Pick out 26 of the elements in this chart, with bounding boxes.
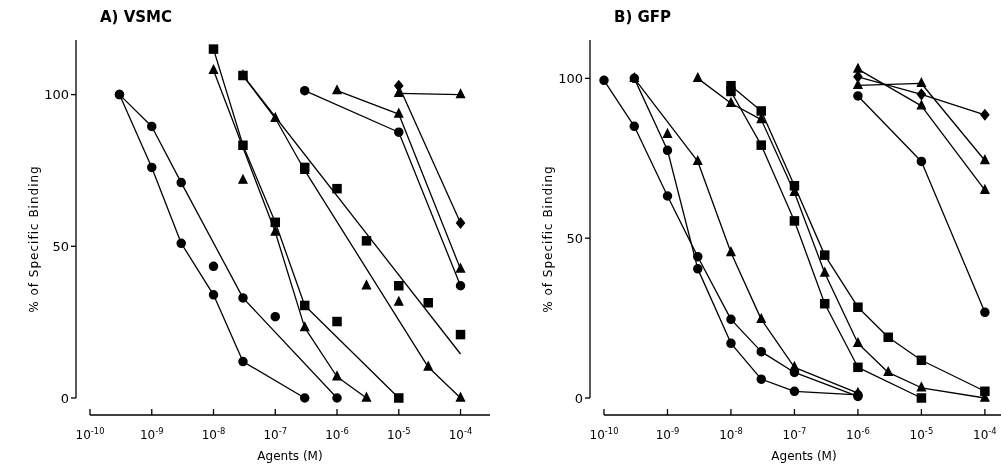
y-tick-label: 0 <box>60 390 69 406</box>
x-tick-label: 10$^{-7}$ <box>263 426 288 442</box>
x-tick-label: 10$^{-4}$ <box>973 426 997 442</box>
y-tick-label: 100 <box>558 70 583 86</box>
x-tick-label: 10$^{-6}$ <box>846 426 870 442</box>
x-tick-label: 10$^{-10}$ <box>589 426 619 442</box>
chart-title: B) GFP <box>614 8 672 26</box>
x-axis-title: Agents (M) <box>771 449 837 463</box>
x-tick-label: 10$^{-7}$ <box>782 426 807 442</box>
x-tick-label: 10$^{-4}$ <box>448 426 473 442</box>
x-tick-label: 10$^{-9}$ <box>655 426 680 442</box>
x-tick-label: 10$^{-8}$ <box>719 426 743 442</box>
y-tick-label: 50 <box>566 230 583 246</box>
y-tick-label: 50 <box>52 238 69 254</box>
y-axis-title: % of Specific Binding <box>541 165 555 313</box>
x-axis-title: Agents (M) <box>257 449 323 463</box>
y-tick-label: 0 <box>574 390 583 406</box>
x-tick-label: 10$^{-5}$ <box>909 426 934 442</box>
x-tick-label: 10$^{-5}$ <box>386 426 411 442</box>
x-tick-label: 10$^{-6}$ <box>325 426 349 442</box>
x-tick-label: 10$^{-8}$ <box>201 426 226 442</box>
y-tick-label: 100 <box>44 87 69 103</box>
chart-title: A) VSMC <box>100 8 173 26</box>
x-tick-label: 10$^{-10}$ <box>75 426 105 442</box>
y-axis-title: % of Specific Binding <box>27 165 41 313</box>
x-tick-label: 10$^{-9}$ <box>139 426 164 442</box>
